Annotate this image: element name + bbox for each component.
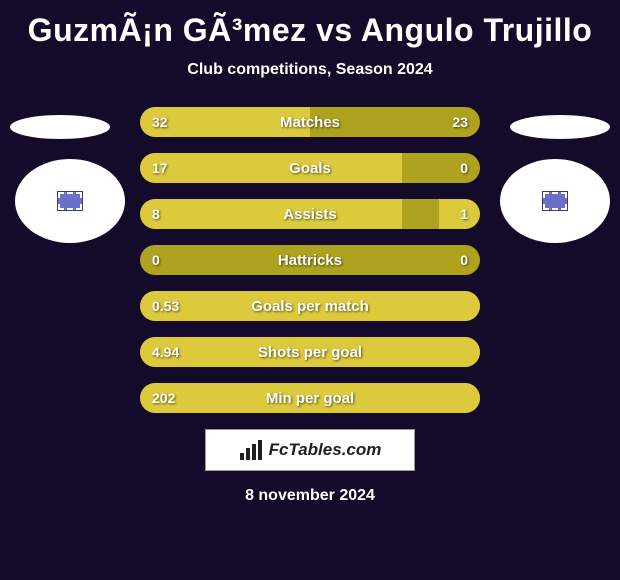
team-right-circle [500,159,610,243]
footer-date: 8 november 2024 [0,487,620,505]
stat-row: 00Hattricks [140,245,480,275]
stat-label: Matches [140,107,480,137]
stat-label: Assists [140,199,480,229]
stat-label: Goals per match [140,291,480,321]
stat-label: Goals [140,153,480,183]
stat-row: 170Goals [140,153,480,183]
stat-label: Min per goal [140,383,480,413]
flag-right [510,115,610,139]
crest-icon [58,192,82,210]
stat-label: Hattricks [140,245,480,275]
bars-logo-icon [239,439,263,461]
stat-label: Shots per goal [140,337,480,367]
page-subtitle: Club competitions, Season 2024 [0,61,620,79]
stat-bars: 3223Matches 170Goals 81Assists 00Hattricks 0… [140,107,480,413]
comparison-arena: 3223Matches 170Goals 81Assists 00Hattricks 0… [0,107,620,413]
stat-row: 3223Matches [140,107,480,137]
flag-left [10,115,110,139]
stat-row: 4.94Shots per goal [140,337,480,367]
brand-text: FcTables.com [269,440,382,460]
stat-row: 0.53Goals per match [140,291,480,321]
stat-row: 202Min per goal [140,383,480,413]
team-left-circle [15,159,125,243]
stat-row: 81Assists [140,199,480,229]
page-title: GuzmÃ¡n GÃ³mez vs Angulo Trujillo [0,0,620,49]
crest-icon [543,192,567,210]
brand-box: FcTables.com [205,429,415,471]
